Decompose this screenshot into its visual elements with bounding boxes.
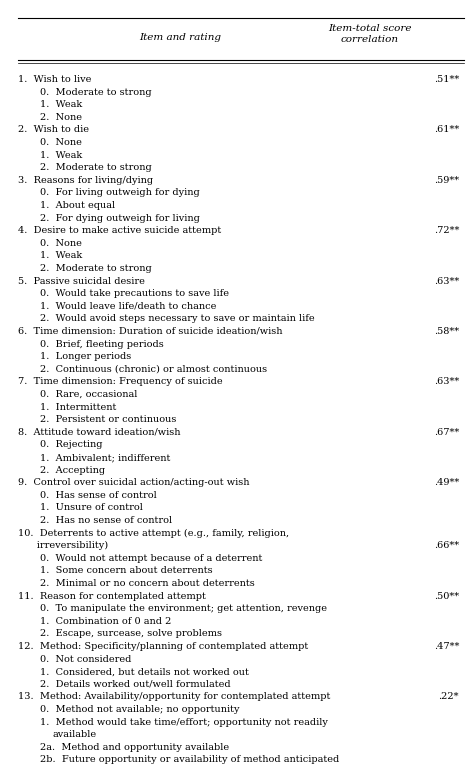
Text: 0.  None: 0. None	[40, 239, 82, 248]
Text: Item-total score
correlation: Item-total score correlation	[328, 24, 411, 44]
Text: 10.  Deterrents to active attempt (e.g., family, religion,: 10. Deterrents to active attempt (e.g., …	[18, 528, 289, 538]
Text: 2.  Escape, surcease, solve problems: 2. Escape, surcease, solve problems	[40, 630, 222, 638]
Text: 2.  Accepting: 2. Accepting	[40, 466, 105, 475]
Text: .66**: .66**	[434, 542, 459, 550]
Text: 5.  Passive suicidal desire: 5. Passive suicidal desire	[18, 277, 145, 285]
Text: 2.  Moderate to strong: 2. Moderate to strong	[40, 163, 152, 173]
Text: .51**: .51**	[434, 75, 459, 84]
Text: 2.  Minimal or no concern about deterrents: 2. Minimal or no concern about deterrent…	[40, 579, 255, 588]
Text: .61**: .61**	[434, 125, 459, 134]
Text: .58**: .58**	[434, 327, 459, 336]
Text: 1.  Wish to live: 1. Wish to live	[18, 75, 91, 84]
Text: 1.  Weak: 1. Weak	[40, 252, 82, 261]
Text: 0.  For living outweigh for dying: 0. For living outweigh for dying	[40, 189, 200, 197]
Text: 0.  To manipulate the environment; get attention, revenge: 0. To manipulate the environment; get at…	[40, 604, 327, 613]
Text: .50**: .50**	[434, 591, 459, 601]
Text: 2b.  Future opportunity or availability of method anticipated: 2b. Future opportunity or availability o…	[40, 755, 339, 765]
Text: 2.  Continuous (chronic) or almost continuous: 2. Continuous (chronic) or almost contin…	[40, 365, 267, 374]
Text: 1.  Would leave life/death to chance: 1. Would leave life/death to chance	[40, 301, 216, 311]
Text: .67**: .67**	[434, 428, 459, 436]
Text: 3.  Reasons for living/dying: 3. Reasons for living/dying	[18, 176, 153, 185]
Text: 1.  Weak: 1. Weak	[40, 100, 82, 109]
Text: 2.  Has no sense of control: 2. Has no sense of control	[40, 516, 172, 525]
Text: 11.  Reason for contemplated attempt: 11. Reason for contemplated attempt	[18, 591, 206, 601]
Text: .59**: .59**	[434, 176, 459, 185]
Text: 1.  Some concern about deterrents: 1. Some concern about deterrents	[40, 566, 213, 575]
Text: 2.  For dying outweigh for living: 2. For dying outweigh for living	[40, 213, 200, 222]
Text: 0.  Rejecting: 0. Rejecting	[40, 440, 102, 449]
Text: 4.  Desire to make active suicide attempt: 4. Desire to make active suicide attempt	[18, 226, 221, 235]
Text: .72**: .72**	[434, 226, 459, 235]
Text: .22*: .22*	[438, 693, 459, 701]
Text: 1.  Considered, but details not worked out: 1. Considered, but details not worked ou…	[40, 667, 249, 676]
Text: 1.  Ambivalent; indifferent: 1. Ambivalent; indifferent	[40, 453, 170, 462]
Text: 0.  Brief, fleeting periods: 0. Brief, fleeting periods	[40, 340, 164, 348]
Text: 7.  Time dimension: Frequency of suicide: 7. Time dimension: Frequency of suicide	[18, 377, 223, 387]
Text: 1.  Longer periods: 1. Longer periods	[40, 352, 131, 361]
Text: 2.  None: 2. None	[40, 113, 82, 122]
Text: 0.  Would take precautions to save life: 0. Would take precautions to save life	[40, 289, 229, 298]
Text: 1.  Method would take time/effort; opportunity not readily: 1. Method would take time/effort; opport…	[40, 718, 328, 726]
Text: 1.  Combination of 0 and 2: 1. Combination of 0 and 2	[40, 617, 172, 626]
Text: .63**: .63**	[434, 377, 459, 387]
Text: irreversibility): irreversibility)	[18, 542, 108, 551]
Text: 0.  Rare, occasional: 0. Rare, occasional	[40, 390, 137, 399]
Text: 8.  Attitude toward ideation/wish: 8. Attitude toward ideation/wish	[18, 428, 181, 436]
Text: 2.  Moderate to strong: 2. Moderate to strong	[40, 264, 152, 273]
Text: 1.  About equal: 1. About equal	[40, 201, 115, 210]
Text: Item and rating: Item and rating	[139, 34, 221, 42]
Text: 2a.  Method and opportunity available: 2a. Method and opportunity available	[40, 742, 229, 752]
Text: 1.  Weak: 1. Weak	[40, 150, 82, 160]
Text: 2.  Would avoid steps necessary to save or maintain life: 2. Would avoid steps necessary to save o…	[40, 314, 315, 324]
Text: .47**: .47**	[434, 642, 459, 651]
Text: available: available	[53, 730, 97, 739]
Text: 0.  Moderate to strong: 0. Moderate to strong	[40, 87, 152, 97]
Text: 2.  Wish to die: 2. Wish to die	[18, 125, 89, 134]
Text: 1.  Unsure of control: 1. Unsure of control	[40, 503, 143, 512]
Text: 9.  Control over suicidal action/acting-out wish: 9. Control over suicidal action/acting-o…	[18, 478, 249, 487]
Text: 13.  Method: Availability/opportunity for contemplated attempt: 13. Method: Availability/opportunity for…	[18, 693, 330, 701]
Text: 0.  Has sense of control: 0. Has sense of control	[40, 491, 157, 500]
Text: 2.  Details worked out/well formulated: 2. Details worked out/well formulated	[40, 680, 231, 689]
Text: .63**: .63**	[434, 277, 459, 285]
Text: 1.  Intermittent: 1. Intermittent	[40, 403, 117, 412]
Text: .49**: .49**	[434, 478, 459, 487]
Text: 6.  Time dimension: Duration of suicide ideation/wish: 6. Time dimension: Duration of suicide i…	[18, 327, 283, 336]
Text: 0.  Method not available; no opportunity: 0. Method not available; no opportunity	[40, 705, 239, 714]
Text: 0.  Not considered: 0. Not considered	[40, 654, 131, 663]
Text: 12.  Method: Specificity/planning of contemplated attempt: 12. Method: Specificity/planning of cont…	[18, 642, 308, 651]
Text: 2.  Persistent or continuous: 2. Persistent or continuous	[40, 415, 176, 424]
Text: 0.  Would not attempt because of a deterrent: 0. Would not attempt because of a deterr…	[40, 554, 263, 563]
Text: 0.  None: 0. None	[40, 138, 82, 147]
